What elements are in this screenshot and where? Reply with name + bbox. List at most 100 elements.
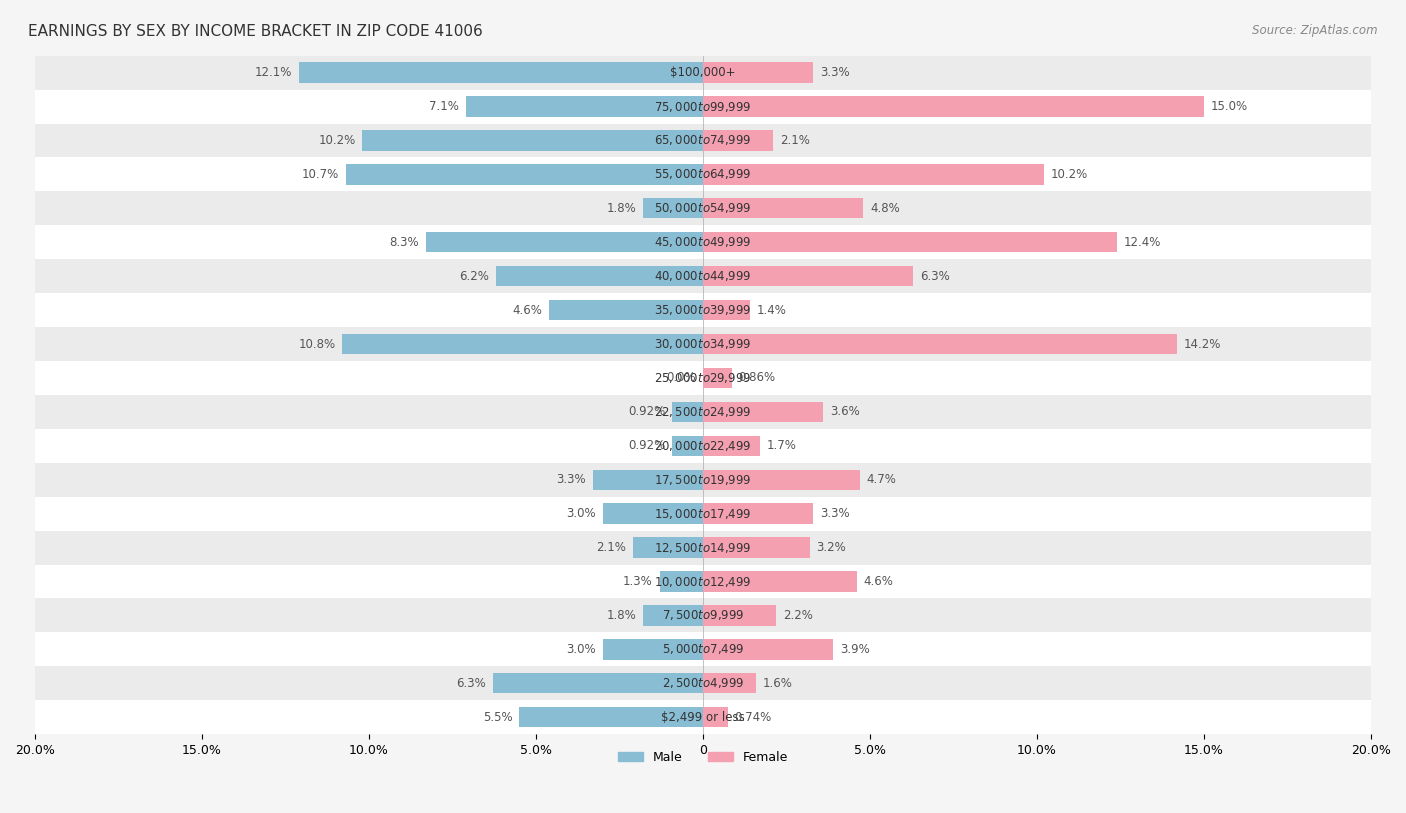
Text: $35,000 to $39,999: $35,000 to $39,999 bbox=[654, 303, 752, 317]
Bar bbox=[703, 436, 759, 456]
Text: 1.8%: 1.8% bbox=[606, 609, 636, 622]
Text: 3.3%: 3.3% bbox=[820, 507, 849, 520]
Text: 2.1%: 2.1% bbox=[780, 134, 810, 147]
Text: 3.3%: 3.3% bbox=[557, 473, 586, 486]
Text: 3.0%: 3.0% bbox=[567, 643, 596, 656]
Bar bbox=[703, 639, 834, 659]
Text: 10.7%: 10.7% bbox=[302, 168, 339, 180]
Text: 4.7%: 4.7% bbox=[866, 473, 897, 486]
Bar bbox=[703, 63, 813, 83]
Bar bbox=[35, 124, 1371, 158]
Text: $65,000 to $74,999: $65,000 to $74,999 bbox=[654, 133, 752, 147]
Bar bbox=[35, 700, 1371, 734]
Bar bbox=[550, 300, 703, 320]
Text: $22,500 to $24,999: $22,500 to $24,999 bbox=[654, 405, 752, 419]
Bar bbox=[35, 395, 1371, 428]
Text: 3.3%: 3.3% bbox=[820, 66, 849, 79]
Bar bbox=[35, 327, 1371, 361]
Bar bbox=[633, 537, 703, 558]
Bar bbox=[643, 605, 703, 626]
Text: 12.4%: 12.4% bbox=[1123, 236, 1161, 249]
Text: $45,000 to $49,999: $45,000 to $49,999 bbox=[654, 235, 752, 250]
Bar bbox=[299, 63, 703, 83]
Text: Source: ZipAtlas.com: Source: ZipAtlas.com bbox=[1253, 24, 1378, 37]
Bar bbox=[346, 164, 703, 185]
Text: 4.6%: 4.6% bbox=[863, 575, 893, 588]
Text: 2.2%: 2.2% bbox=[783, 609, 813, 622]
Bar bbox=[703, 198, 863, 219]
Bar bbox=[703, 266, 914, 286]
Bar bbox=[35, 55, 1371, 89]
Bar bbox=[659, 572, 703, 592]
Text: 5.5%: 5.5% bbox=[484, 711, 513, 724]
Bar bbox=[35, 564, 1371, 598]
Bar bbox=[703, 503, 813, 524]
Text: 3.0%: 3.0% bbox=[567, 507, 596, 520]
Bar bbox=[35, 531, 1371, 564]
Text: 8.3%: 8.3% bbox=[389, 236, 419, 249]
Text: 10.2%: 10.2% bbox=[1050, 168, 1088, 180]
Text: 14.2%: 14.2% bbox=[1184, 337, 1222, 350]
Bar bbox=[35, 497, 1371, 531]
Text: 1.7%: 1.7% bbox=[766, 439, 796, 452]
Text: 3.6%: 3.6% bbox=[830, 406, 859, 419]
Text: $10,000 to $12,499: $10,000 to $12,499 bbox=[654, 575, 752, 589]
Text: 0.0%: 0.0% bbox=[666, 372, 696, 385]
Bar bbox=[35, 428, 1371, 463]
Text: 7.1%: 7.1% bbox=[429, 100, 460, 113]
Bar bbox=[465, 97, 703, 117]
Text: 3.9%: 3.9% bbox=[839, 643, 870, 656]
Bar bbox=[703, 572, 856, 592]
Bar bbox=[703, 300, 749, 320]
Text: 6.3%: 6.3% bbox=[920, 270, 950, 283]
Text: 10.2%: 10.2% bbox=[318, 134, 356, 147]
Bar bbox=[496, 266, 703, 286]
Text: 1.6%: 1.6% bbox=[763, 676, 793, 689]
Bar bbox=[593, 470, 703, 490]
Text: $40,000 to $44,999: $40,000 to $44,999 bbox=[654, 269, 752, 283]
Bar bbox=[703, 537, 810, 558]
Text: $100,000+: $100,000+ bbox=[671, 66, 735, 79]
Bar bbox=[603, 639, 703, 659]
Text: $12,500 to $14,999: $12,500 to $14,999 bbox=[654, 541, 752, 554]
Bar bbox=[703, 232, 1118, 252]
Text: 12.1%: 12.1% bbox=[254, 66, 292, 79]
Text: 2.1%: 2.1% bbox=[596, 541, 626, 554]
Text: 10.8%: 10.8% bbox=[298, 337, 336, 350]
Bar bbox=[35, 598, 1371, 633]
Bar bbox=[492, 673, 703, 693]
Text: 4.8%: 4.8% bbox=[870, 202, 900, 215]
Bar bbox=[703, 707, 728, 728]
Text: $25,000 to $29,999: $25,000 to $29,999 bbox=[654, 371, 752, 385]
Text: $5,000 to $7,499: $5,000 to $7,499 bbox=[662, 642, 744, 656]
Text: 1.3%: 1.3% bbox=[623, 575, 652, 588]
Bar bbox=[703, 164, 1043, 185]
Bar bbox=[703, 470, 860, 490]
Bar bbox=[35, 225, 1371, 259]
Bar bbox=[35, 89, 1371, 124]
Text: $2,499 or less: $2,499 or less bbox=[661, 711, 745, 724]
Text: $2,500 to $4,999: $2,500 to $4,999 bbox=[662, 676, 744, 690]
Bar bbox=[703, 334, 1177, 354]
Bar bbox=[703, 367, 731, 388]
Bar bbox=[35, 667, 1371, 700]
Text: $55,000 to $64,999: $55,000 to $64,999 bbox=[654, 167, 752, 181]
Bar bbox=[672, 436, 703, 456]
Bar bbox=[603, 503, 703, 524]
Bar bbox=[342, 334, 703, 354]
Bar bbox=[672, 402, 703, 422]
Bar bbox=[35, 361, 1371, 395]
Text: 4.6%: 4.6% bbox=[513, 303, 543, 316]
Text: 0.92%: 0.92% bbox=[628, 439, 665, 452]
Bar bbox=[35, 158, 1371, 191]
Legend: Male, Female: Male, Female bbox=[613, 746, 793, 768]
Bar bbox=[35, 191, 1371, 225]
Text: $30,000 to $34,999: $30,000 to $34,999 bbox=[654, 337, 752, 351]
Bar bbox=[519, 707, 703, 728]
Text: 3.2%: 3.2% bbox=[817, 541, 846, 554]
Bar bbox=[363, 130, 703, 150]
Text: $15,000 to $17,499: $15,000 to $17,499 bbox=[654, 506, 752, 520]
Text: 15.0%: 15.0% bbox=[1211, 100, 1249, 113]
Text: $17,500 to $19,999: $17,500 to $19,999 bbox=[654, 472, 752, 487]
Bar bbox=[35, 463, 1371, 497]
